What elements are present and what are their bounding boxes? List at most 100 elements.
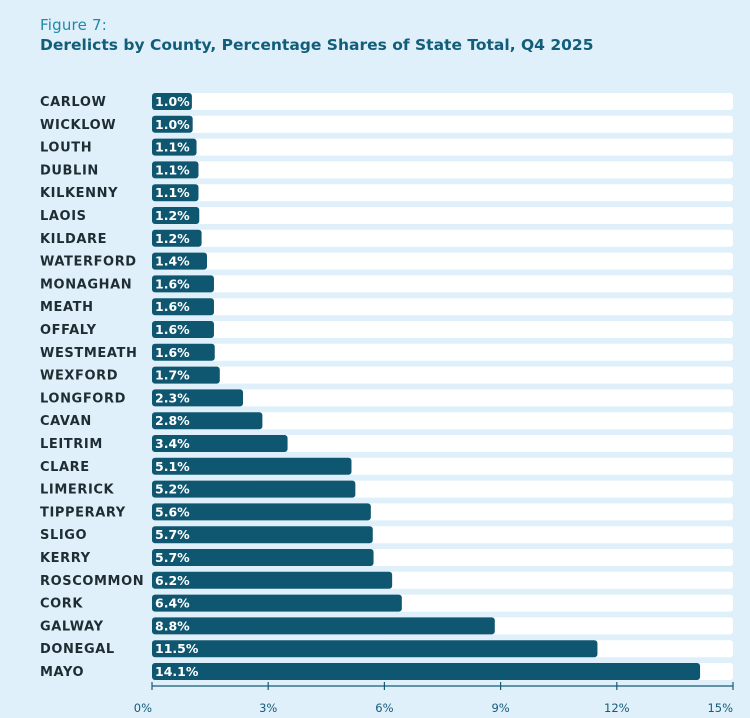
data-label: 8.8% xyxy=(155,618,190,633)
bar xyxy=(152,343,215,361)
figure-label: Figure 7: xyxy=(40,16,107,34)
data-label: 1.6% xyxy=(155,322,190,337)
bar-track xyxy=(152,115,733,133)
category-label: MAYO xyxy=(40,665,84,680)
data-label: 5.6% xyxy=(155,504,190,519)
data-label: 3.4% xyxy=(155,436,190,451)
bar xyxy=(152,503,371,521)
data-label: 2.3% xyxy=(155,390,190,405)
bar xyxy=(152,571,393,589)
category-label: LOUTH xyxy=(40,141,92,156)
data-label: 5.2% xyxy=(155,482,190,497)
bar xyxy=(152,457,352,475)
bar xyxy=(152,252,208,270)
data-label: 1.7% xyxy=(155,368,190,383)
bar xyxy=(152,229,202,247)
data-label: 11.5% xyxy=(155,641,199,656)
category-label: ROSCOMMON xyxy=(40,574,144,589)
category-label: KILDARE xyxy=(40,232,107,247)
bar xyxy=(152,161,199,179)
bar-track xyxy=(152,343,733,361)
x-tick-label: 15% xyxy=(707,701,733,715)
category-label: DONEGAL xyxy=(40,642,115,657)
category-label: WEXFORD xyxy=(40,369,118,384)
x-tick-label: 3% xyxy=(259,701,277,715)
bar xyxy=(152,298,214,316)
category-label: CLARE xyxy=(40,460,90,475)
category-label: WATERFORD xyxy=(40,255,137,270)
bar-track xyxy=(152,412,733,430)
data-label: 6.2% xyxy=(155,573,190,588)
bar xyxy=(152,321,214,338)
category-label: CARLOW xyxy=(40,95,106,110)
data-label: 5.7% xyxy=(155,527,190,542)
data-label: 1.0% xyxy=(155,94,190,109)
category-label: MEATH xyxy=(40,300,94,315)
bar xyxy=(152,115,193,133)
bar-track xyxy=(152,435,733,452)
bar-track xyxy=(152,298,733,316)
category-label: OFFALY xyxy=(40,323,97,338)
data-label: 1.6% xyxy=(155,299,190,314)
category-label: LIMERICK xyxy=(40,483,115,498)
bar xyxy=(152,412,263,430)
category-label: KERRY xyxy=(40,551,91,566)
bar xyxy=(152,435,288,452)
category-label: WESTMEATH xyxy=(40,346,137,361)
data-label: 5.1% xyxy=(155,459,190,474)
bar-track xyxy=(152,389,733,407)
data-label: 1.2% xyxy=(155,231,190,246)
bar xyxy=(152,480,356,498)
data-label: 1.0% xyxy=(155,117,190,132)
category-label: LAOIS xyxy=(40,209,87,224)
data-label: 1.4% xyxy=(155,254,190,269)
category-label: SLIGO xyxy=(40,528,87,543)
bar xyxy=(152,617,495,635)
bar xyxy=(152,526,373,544)
data-label: 6.4% xyxy=(155,596,190,611)
x-tick-label: 6% xyxy=(375,701,393,715)
bar xyxy=(152,366,220,384)
category-label: CORK xyxy=(40,597,83,612)
bar xyxy=(152,549,374,566)
bar-track xyxy=(152,93,733,110)
category-label: MONAGHAN xyxy=(40,277,132,292)
x-tick-label: 0% xyxy=(134,701,152,715)
category-label: LONGFORD xyxy=(40,391,126,406)
bar xyxy=(152,138,197,156)
data-label: 1.6% xyxy=(155,276,190,291)
data-label: 2.8% xyxy=(155,413,190,428)
bar xyxy=(152,640,598,658)
category-label: WICKLOW xyxy=(40,118,116,133)
data-label: 1.2% xyxy=(155,208,190,223)
bar xyxy=(152,275,214,293)
data-label: 5.7% xyxy=(155,550,190,565)
bar-track xyxy=(152,366,733,384)
category-label: DUBLIN xyxy=(40,163,99,178)
data-label: 1.1% xyxy=(155,162,190,177)
x-tick-label: 9% xyxy=(491,701,509,715)
data-label: 1.1% xyxy=(155,185,190,200)
data-label: 1.6% xyxy=(155,345,190,360)
bar xyxy=(152,594,402,612)
bar-track xyxy=(152,138,733,156)
category-label: LEITRIM xyxy=(40,437,103,452)
bar-track xyxy=(152,184,733,202)
category-label: KILKENNY xyxy=(40,186,118,201)
bar-track xyxy=(152,275,733,293)
category-label: TIPPERARY xyxy=(40,505,126,520)
bar xyxy=(152,663,701,680)
bar-track xyxy=(152,161,733,179)
bar-track xyxy=(152,229,733,247)
x-tick-label: 12% xyxy=(604,701,630,715)
category-label: CAVAN xyxy=(40,414,92,429)
bar-track xyxy=(152,252,733,270)
bar xyxy=(152,184,199,202)
bar xyxy=(152,207,200,224)
category-label: GALWAY xyxy=(40,619,104,634)
data-label: 1.1% xyxy=(155,140,190,155)
bar-track xyxy=(152,321,733,338)
bar-track xyxy=(152,207,733,224)
